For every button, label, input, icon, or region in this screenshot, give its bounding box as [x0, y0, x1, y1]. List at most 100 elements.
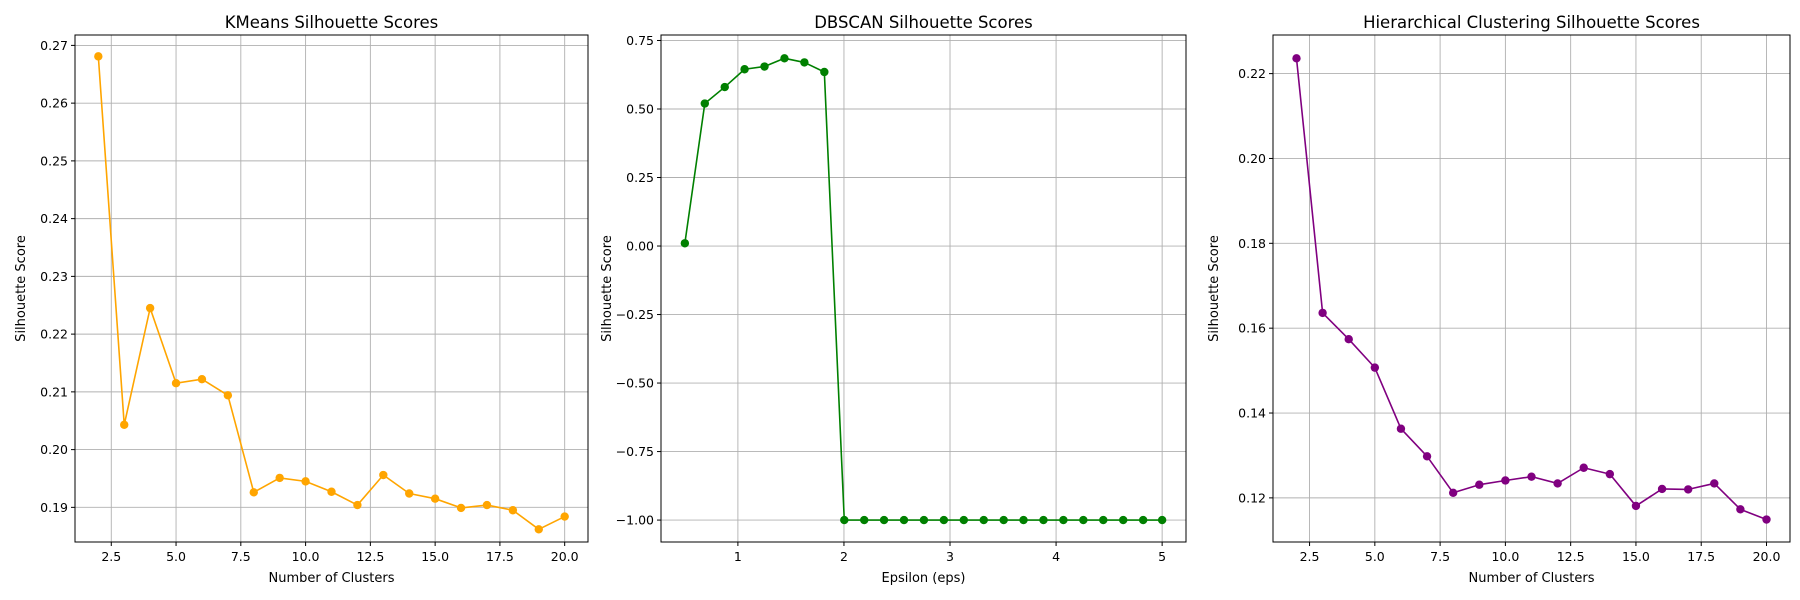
dbscan-ytick-label: −0.75 — [616, 444, 654, 459]
dbscan-data-point — [1138, 515, 1148, 525]
dbscan-data-point — [700, 99, 710, 108]
kmeans-plot-area — [75, 35, 588, 542]
hierarchical-data-point — [1292, 54, 1301, 63]
kmeans-data-point — [456, 503, 466, 513]
hierarchical-series — [1292, 54, 1771, 524]
hierarchical-grid — [1273, 35, 1790, 542]
kmeans-xtick-label: 20.0 — [551, 549, 579, 564]
kmeans-xtick-label: 10.0 — [292, 549, 320, 564]
dbscan-xlabel: Epsilon (eps) — [882, 571, 966, 586]
hierarchical-title: Hierarchical Clustering Silhouette Score… — [1363, 13, 1700, 32]
kmeans-data-point — [379, 470, 388, 480]
kmeans-xtick-label: 7.5 — [231, 549, 251, 564]
hierarchical-data-point — [1501, 476, 1510, 485]
dbscan-ytick-label: 0.50 — [626, 101, 654, 116]
dbscan-data-point — [820, 67, 829, 77]
dbscan-data-point — [680, 239, 690, 248]
kmeans-data-point — [275, 473, 284, 483]
kmeans-data-point — [327, 487, 336, 496]
dbscan-data-point — [919, 515, 929, 525]
kmeans-series — [94, 52, 569, 534]
dbscan-data-point — [899, 515, 909, 525]
kmeans-data-point — [171, 379, 181, 388]
hierarchical-axes-frame — [1272, 34, 1791, 543]
kmeans-xtick-label: 12.5 — [356, 549, 384, 564]
kmeans-data-point — [301, 477, 310, 486]
hierarchical-data-point — [1657, 484, 1667, 494]
kmeans-title: KMeans Silhouette Scores — [225, 13, 439, 32]
dbscan-data-point — [780, 54, 789, 63]
dbscan-data-point — [760, 62, 769, 71]
dbscan-data-point — [959, 515, 969, 525]
hierarchical-data-point — [1448, 488, 1458, 497]
dbscan-ytick-label: 0.75 — [626, 33, 654, 48]
dbscan-data-point — [720, 82, 729, 92]
kmeans-grid — [75, 35, 588, 542]
hierarchical-data-point — [1475, 480, 1484, 489]
dbscan-grid — [661, 35, 1186, 542]
kmeans-data-point — [197, 374, 207, 384]
dbscan-data-point — [1119, 515, 1128, 525]
kmeans-data-point — [120, 420, 129, 429]
kmeans-data-point — [560, 512, 569, 521]
kmeans-ticks: 2.5 5.0 7.5 10.0 12.5 15.0 17.5 20.0 0.19 0.20 0.2… — [40, 38, 578, 564]
hierarchical-data-point — [1683, 485, 1693, 494]
kmeans-ytick-label: 0.20 — [40, 442, 68, 457]
hierarchical-ytick-label: 0.12 — [1238, 490, 1266, 505]
dbscan-data-point — [1059, 515, 1068, 525]
hierarchical-data-point — [1762, 515, 1771, 524]
dbscan-ytick-label: −0.25 — [616, 307, 654, 322]
hierarchical-panel: 2.5 5.0 7.5 10.0 12.5 15.0 17.5 20.0 0.12 0.14 0.1… — [1207, 13, 1791, 586]
hierarchical-ticks: 2.5 5.0 7.5 10.0 12.5 15.0 17.5 20.0 0.12 0.14 0.1… — [1238, 66, 1780, 564]
hierarchical-ytick-label: 0.20 — [1238, 151, 1266, 166]
dbscan-ytick-label: −0.50 — [616, 376, 654, 391]
hierarchical-ytick-label: 0.18 — [1238, 236, 1266, 251]
dbscan-data-point — [1079, 515, 1088, 525]
hierarchical-data-point — [1736, 505, 1745, 514]
dbscan-data-point — [740, 65, 749, 74]
kmeans-xtick-label: 5.0 — [166, 549, 186, 564]
dbscan-ylabel: Silhouette Score — [600, 235, 615, 342]
hierarchical-data-point — [1710, 479, 1719, 488]
dbscan-data-point — [979, 515, 988, 525]
hierarchical-xlabel: Number of Clusters — [1469, 571, 1595, 586]
kmeans-ytick-label: 0.24 — [40, 211, 68, 226]
kmeans-data-point — [405, 489, 414, 498]
hierarchical-data-point — [1344, 335, 1353, 344]
hierarchical-xtick-label: 20.0 — [1753, 549, 1781, 564]
dbscan-xtick-label: 3 — [946, 549, 954, 564]
kmeans-data-point — [482, 500, 492, 510]
kmeans-ytick-label: 0.19 — [40, 500, 68, 515]
kmeans-data-point — [223, 391, 233, 400]
kmeans-panel: 2.5 5.0 7.5 10.0 12.5 15.0 17.5 20.0 0.19 0.20 0.2… — [14, 13, 589, 586]
dbscan-xtick-label: 5 — [1158, 549, 1166, 564]
hierarchical-plot-area — [1273, 35, 1790, 542]
kmeans-axes-frame — [74, 34, 589, 543]
dbscan-data-point — [1019, 515, 1028, 525]
dbscan-xtick-label: 2 — [840, 549, 848, 564]
kmeans-ytick-label: 0.27 — [40, 38, 68, 53]
dbscan-panel: 1 2 3 4 5 −1.00 −0.75 −0.50 −0.25 0.00 0.25 0.50 0.7… — [600, 13, 1187, 586]
kmeans-data-point — [353, 500, 362, 510]
kmeans-xtick-label: 15.0 — [421, 549, 449, 564]
hierarchical-data-point — [1396, 424, 1406, 433]
dbscan-data-point — [999, 515, 1008, 525]
hierarchical-data-point — [1527, 472, 1536, 481]
dbscan-title: DBSCAN Silhouette Scores — [814, 13, 1033, 32]
dbscan-series — [680, 54, 1167, 525]
dbscan-ytick-label: 0.00 — [626, 239, 654, 254]
hierarchical-xtick-label: 2.5 — [1300, 549, 1320, 564]
kmeans-ytick-label: 0.23 — [40, 269, 68, 284]
hierarchical-xtick-label: 7.5 — [1430, 549, 1450, 564]
kmeans-data-point — [94, 52, 103, 61]
hierarchical-ytick-label: 0.22 — [1238, 66, 1266, 81]
kmeans-data-point — [534, 525, 543, 534]
dbscan-data-point — [840, 515, 849, 525]
kmeans-xtick-label: 17.5 — [486, 549, 514, 564]
kmeans-ytick-label: 0.21 — [40, 384, 68, 399]
dbscan-data-point — [1099, 515, 1108, 525]
hierarchical-xtick-label: 15.0 — [1622, 549, 1650, 564]
hierarchical-data-point — [1318, 308, 1327, 318]
dbscan-data-point — [1157, 515, 1167, 525]
kmeans-data-point — [508, 506, 518, 515]
